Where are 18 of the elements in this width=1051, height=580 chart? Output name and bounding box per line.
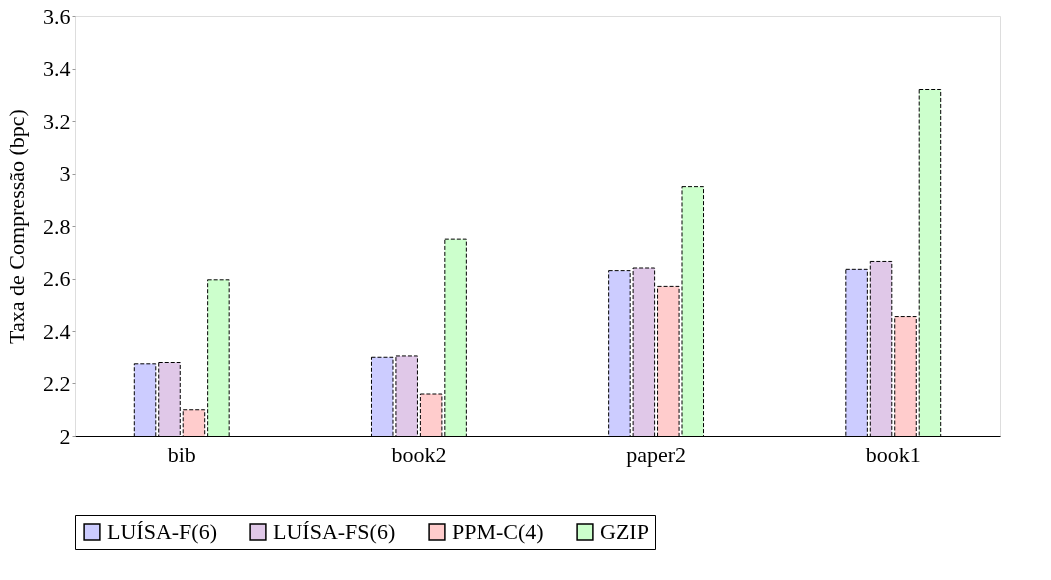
y-tick-label: 3.4 [43,56,71,81]
y-tick-label: 3.6 [43,3,71,29]
y-tick-label: 2.4 [43,318,71,344]
y-axis-title: Taxa de Compressão (bpc) [4,109,29,344]
y-tick-label: 2.8 [43,213,71,239]
x-tick-label: paper2 [626,441,687,467]
y-tick-label: 2.2 [43,371,71,396]
y-tick-label: 3 [59,161,71,186]
legend-label: GZIP [600,519,649,544]
x-tick-label: bib [167,441,196,467]
x-tick-label: book1 [865,441,921,467]
y-tick-label: 2.6 [43,266,71,291]
y-tick-label: 2 [59,423,71,449]
legend-label: PPM-C(4) [452,519,544,544]
legend-label: LUÍSA-F(6) [107,519,217,544]
x-tick-label: book2 [391,441,447,467]
y-tick-label: 3.2 [43,108,71,134]
legend-label: LUÍSA-FS(6) [273,519,396,544]
